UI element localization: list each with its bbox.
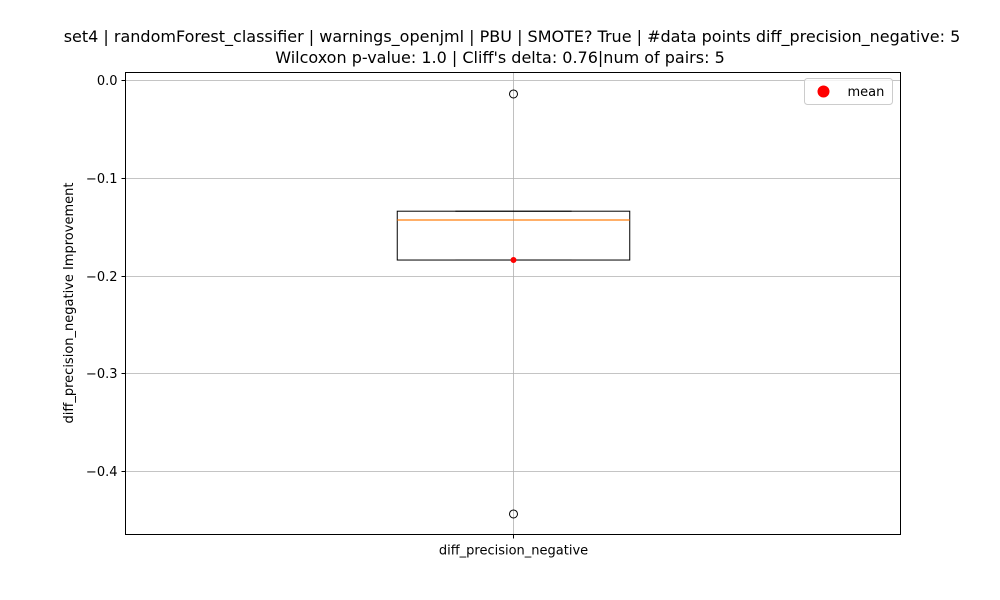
y-tick-label: 0.0 [97, 74, 118, 89]
chart-subtitle: Wilcoxon p-value: 1.0 | Cliff's delta: 0… [275, 48, 725, 67]
outlier-point [509, 509, 518, 519]
legend-marker-mean [817, 85, 830, 98]
legend: mean [804, 78, 893, 105]
y-tick-label: −0.2 [86, 270, 118, 285]
box-layer [396, 89, 631, 519]
y-tick-label: −0.1 [86, 172, 118, 187]
y-axis-label: diff_precision_negative Improvement [62, 183, 77, 424]
legend-label-mean: mean [848, 85, 885, 100]
plot-frame [125, 72, 901, 535]
mean-marker [510, 257, 517, 264]
outlier-point [509, 89, 518, 99]
chart-title: set4 | randomForest_classifier | warning… [63, 27, 961, 46]
y-tick-label: −0.3 [86, 367, 118, 382]
axes: 0.0 −0.1 −0.2 −0.3 −0.4 diff_precision_negati… [86, 74, 588, 559]
y-tick-label: −0.4 [86, 465, 118, 480]
legend-box [804, 78, 893, 105]
x-tick-label: diff_precision_negative [439, 544, 588, 559]
grid-lines [125, 72, 901, 535]
